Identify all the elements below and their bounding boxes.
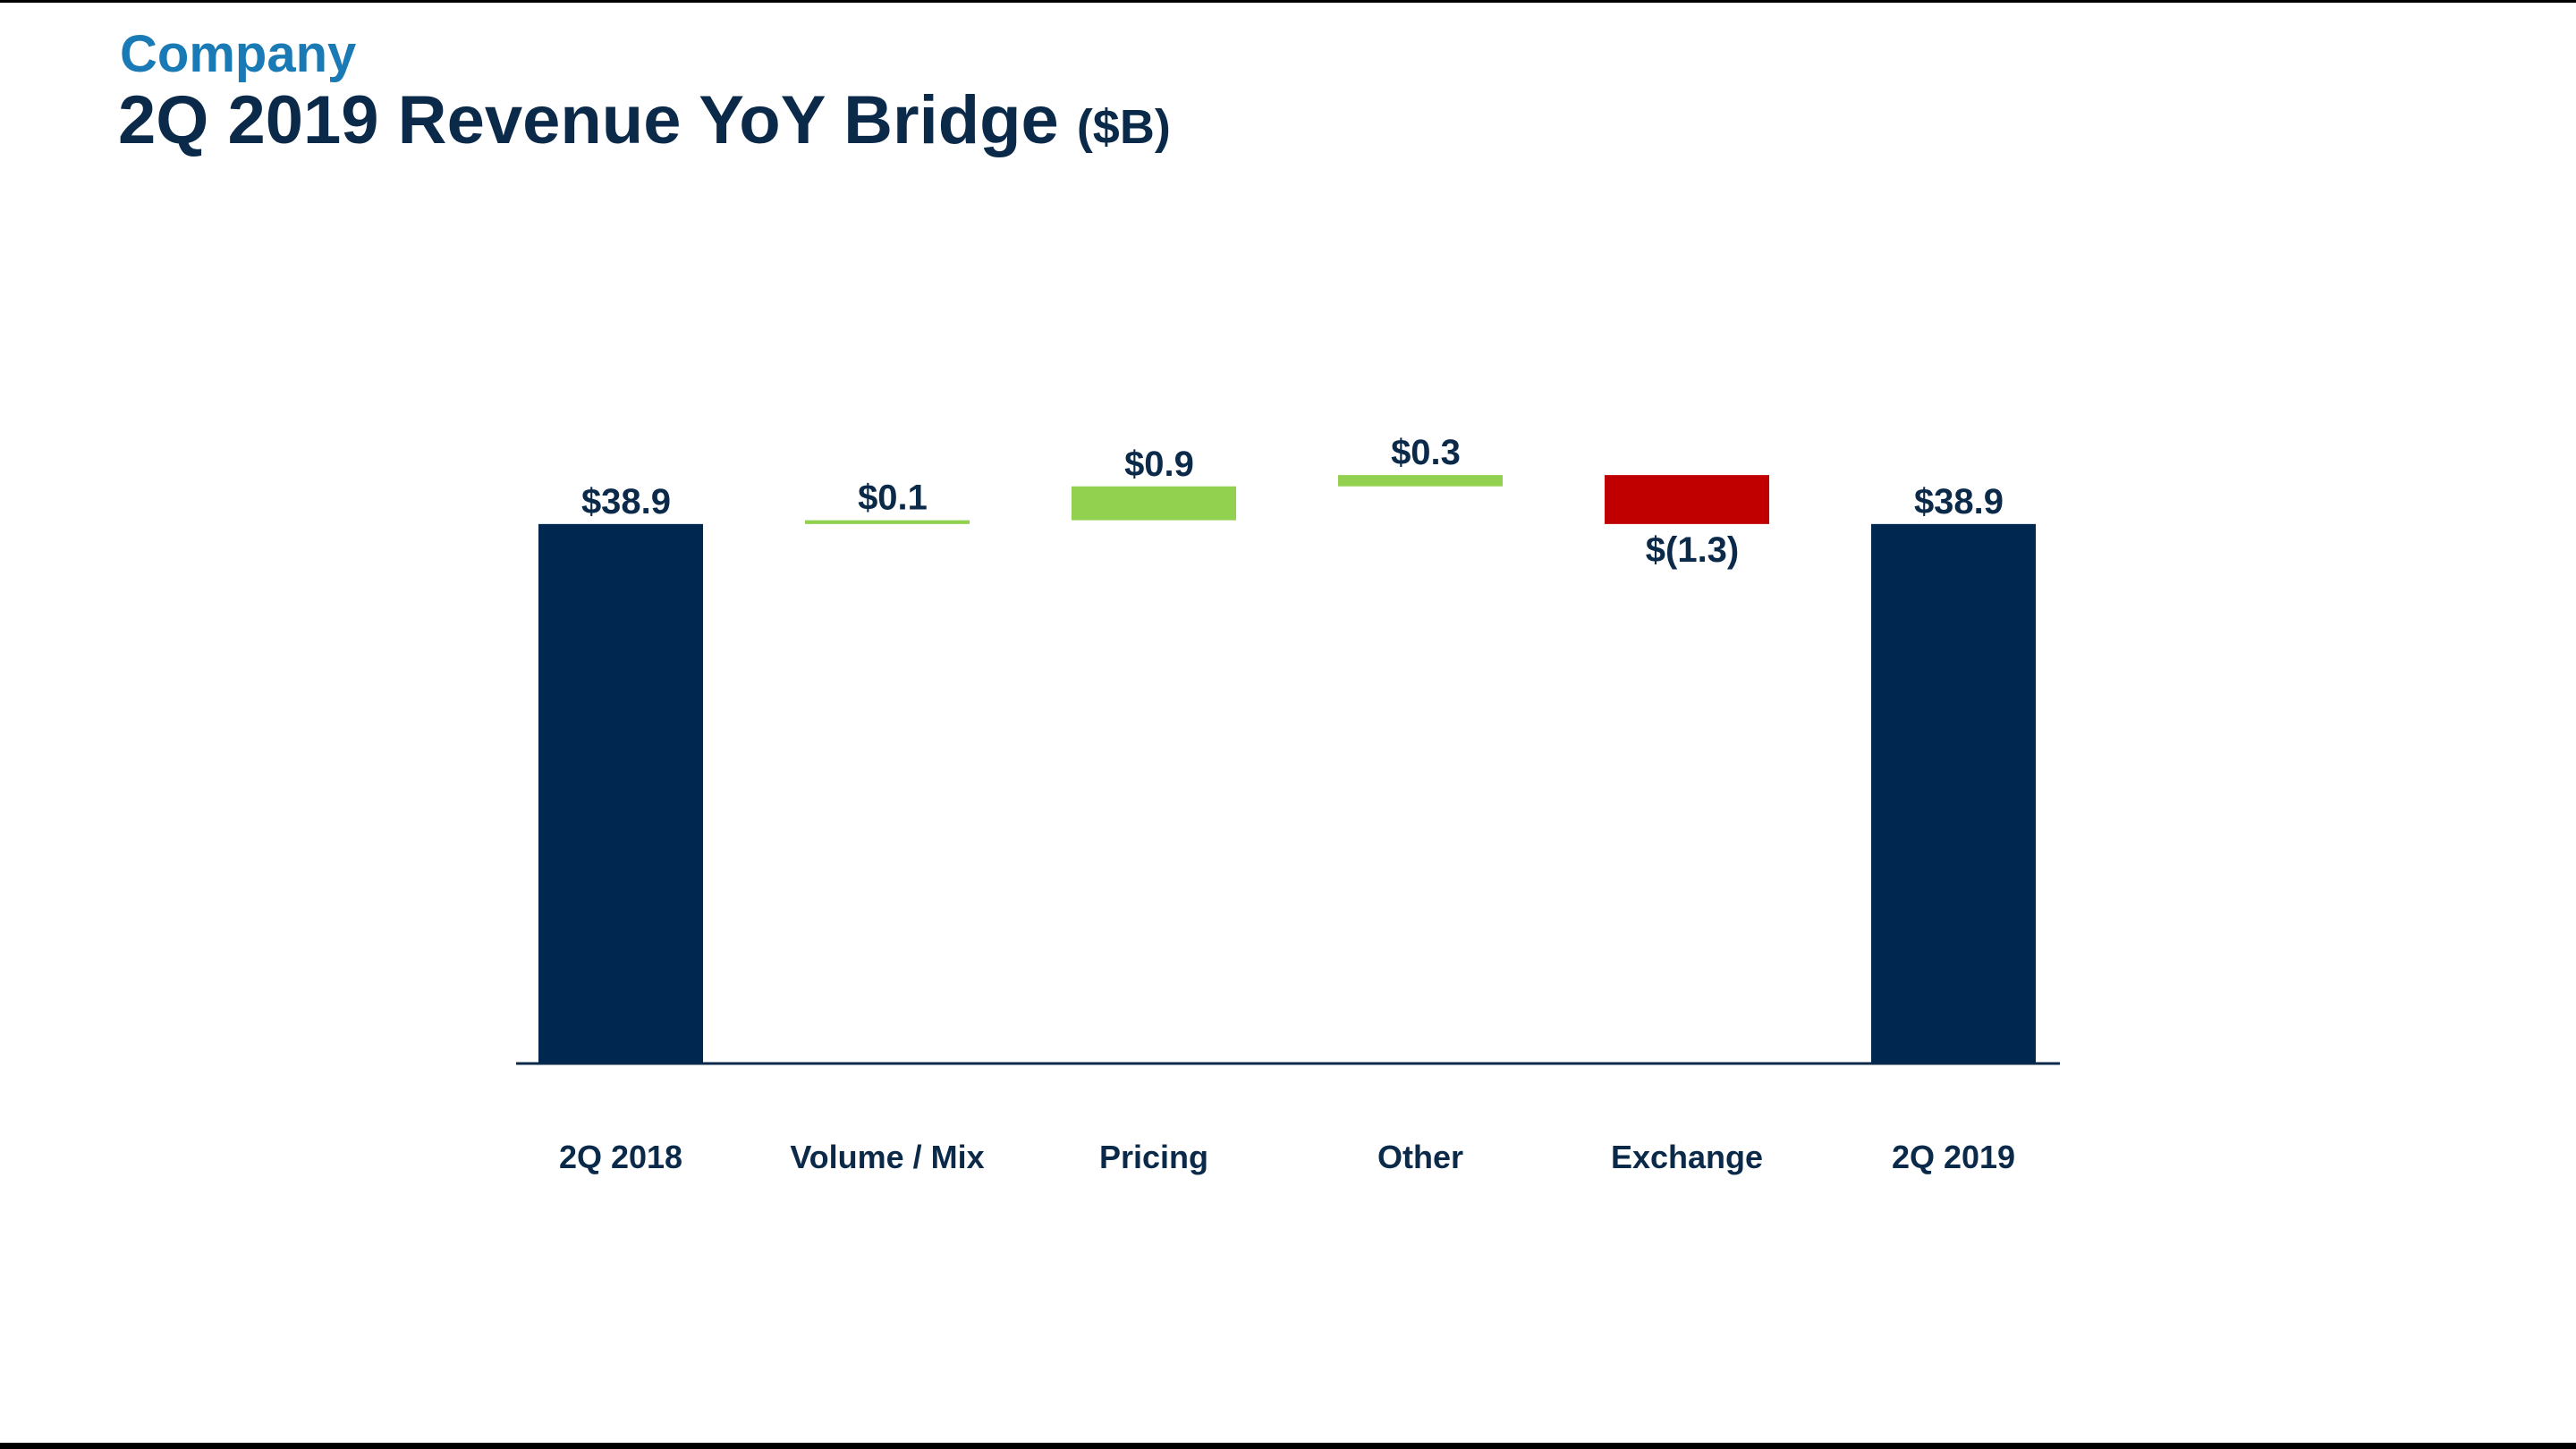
value-label: $0.3 xyxy=(1391,433,1461,472)
x-tick-label: Volume / Mix xyxy=(790,1139,984,1175)
bar xyxy=(1871,523,2036,1063)
bar xyxy=(1605,475,1769,524)
value-label: $0.9 xyxy=(1124,445,1194,484)
value-label: $(1.3) xyxy=(1646,530,1740,570)
bottom-border xyxy=(0,1443,2576,1449)
bar xyxy=(1338,475,1503,487)
bar xyxy=(805,520,970,524)
x-tick-label: Exchange xyxy=(1611,1139,1763,1175)
x-tick-label: 2Q 2019 xyxy=(1892,1139,2015,1175)
chart-title: 2Q 2019 Revenue YoY Bridge ($B) xyxy=(118,82,1171,158)
value-label: $38.9 xyxy=(581,482,671,521)
bar xyxy=(1072,486,1236,521)
title-unit: ($B) xyxy=(1077,100,1171,154)
top-border xyxy=(0,0,2576,3)
x-tick-label: 2Q 2018 xyxy=(559,1139,682,1175)
bar xyxy=(538,523,703,1063)
title-main: 2Q 2019 Revenue YoY Bridge xyxy=(118,82,1059,158)
supertitle: Company xyxy=(120,25,356,83)
x-tick-label: Other xyxy=(1377,1139,1463,1175)
value-label: $0.1 xyxy=(858,479,928,518)
value-label: $38.9 xyxy=(1914,482,2004,521)
x-tick-label: Pricing xyxy=(1099,1139,1208,1175)
